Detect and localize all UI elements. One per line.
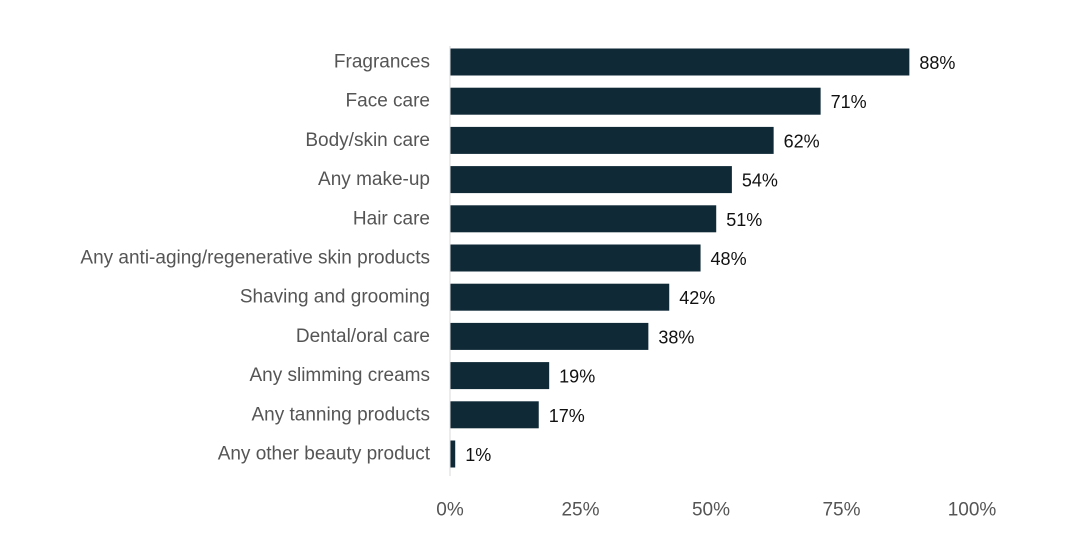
bar	[450, 322, 649, 350]
x-tick-label: 100%	[948, 500, 997, 521]
data-label: 62%	[784, 131, 820, 151]
data-label: 51%	[726, 210, 762, 230]
data-label: 38%	[658, 327, 694, 347]
bar	[450, 166, 732, 194]
category-label: Shaving and grooming	[240, 287, 430, 308]
x-tick-label: 0%	[436, 500, 464, 521]
data-label: 88%	[919, 53, 955, 73]
x-tick-label: 50%	[692, 500, 730, 521]
data-labels: 88% 71% 62% 54% 51% 48% 42% 38% 19% 17% 1%	[465, 53, 955, 465]
category-labels: Fragrances Face care Body/skin care Any mak…	[80, 52, 430, 465]
category-label: Face care	[346, 91, 430, 112]
data-label: 19%	[559, 367, 595, 387]
bar	[450, 401, 539, 429]
data-label: 71%	[831, 92, 867, 112]
category-label: Hair care	[353, 208, 430, 229]
bar	[450, 244, 701, 272]
bar	[450, 205, 717, 233]
category-label: Body/skin care	[305, 130, 430, 151]
data-label: 54%	[742, 171, 778, 191]
bar	[450, 87, 821, 115]
data-label: 1%	[465, 445, 491, 465]
data-label: 42%	[679, 288, 715, 308]
x-tick-label: 75%	[822, 500, 860, 521]
bar	[450, 126, 774, 154]
category-label: Any anti-aging/regenerative skin product…	[80, 248, 430, 269]
bars	[450, 48, 910, 468]
category-label: Any make-up	[318, 169, 430, 190]
bar	[450, 362, 550, 390]
category-label: Dental/oral care	[296, 326, 430, 347]
category-label: Any slimming creams	[249, 365, 430, 386]
x-axis-ticks: 0% 25% 50% 75% 100%	[436, 500, 996, 521]
category-label: Any tanning products	[251, 404, 430, 425]
bar	[450, 48, 910, 76]
bar	[450, 440, 456, 468]
x-tick-label: 25%	[561, 500, 599, 521]
category-label: Fragrances	[334, 52, 430, 73]
bar	[450, 283, 670, 311]
data-label: 17%	[549, 406, 585, 426]
category-label: Any other beauty product	[218, 444, 431, 465]
data-label: 48%	[711, 249, 747, 269]
